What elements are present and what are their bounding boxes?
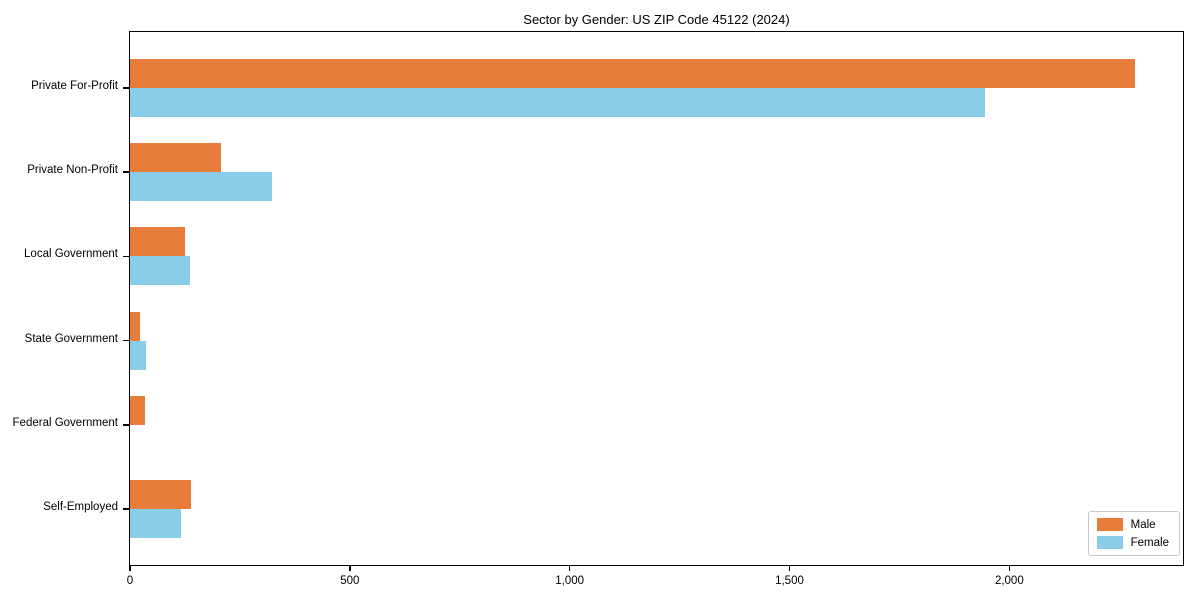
bar-female-private-for-profit [130, 87, 986, 117]
y-tick-label-private-non-profit: Private Non-Profit [27, 164, 118, 177]
y-tick-label-private-for-profit: Private For-Profit [31, 79, 118, 92]
legend-entry-female: Female [1096, 536, 1169, 549]
bar-male-private-for-profit [130, 58, 1135, 88]
chart-title: Sector by Gender: US ZIP Code 45122 (202… [523, 12, 790, 27]
legend: Male Female [1087, 511, 1180, 556]
x-tick-mark [349, 565, 351, 571]
y-tick-label-state-government: State Government [24, 332, 118, 345]
bar-female-self-employed [130, 509, 182, 539]
legend-label-female: Female [1130, 536, 1169, 549]
y-tick-mark [123, 87, 129, 89]
bar-male-private-non-profit [130, 143, 221, 173]
bar-male-self-employed [130, 480, 192, 510]
x-tick-mark [129, 565, 131, 571]
y-tick-mark [123, 424, 129, 426]
legend-swatch-male [1096, 518, 1123, 531]
y-tick-label-self-employed: Self-Employed [43, 501, 118, 514]
x-tick-mark [1008, 565, 1011, 571]
x-tick-label: 500 [340, 575, 360, 587]
legend-entry-male: Male [1096, 518, 1169, 531]
bar-female-state-government [130, 340, 146, 370]
y-tick-mark [123, 255, 129, 258]
x-tick-mark [788, 565, 791, 571]
bar-male-federal-government [130, 395, 145, 425]
y-tick-mark [123, 171, 129, 173]
legend-label-male: Male [1130, 518, 1156, 531]
y-tick-mark [123, 508, 129, 510]
legend-swatch-female [1096, 536, 1123, 549]
x-tick-label: 1,000 [555, 575, 585, 587]
x-tick-mark [568, 565, 571, 571]
bar-male-state-government [130, 311, 141, 341]
y-tick-mark [123, 339, 129, 342]
x-tick-label: 0 [126, 575, 134, 587]
plot-area: Private For-Profit Private Non-Profit Loca… [13, 31, 1184, 587]
bar-female-local-government [130, 256, 191, 286]
bar-female-private-non-profit [130, 172, 273, 202]
bar-male-local-government [130, 227, 185, 257]
x-tick-label: 1,500 [775, 575, 804, 587]
x-tick-label: 2,000 [994, 575, 1024, 587]
y-tick-label-local-government: Local Government [24, 248, 118, 261]
y-tick-label-federal-government: Federal Government [12, 416, 118, 429]
